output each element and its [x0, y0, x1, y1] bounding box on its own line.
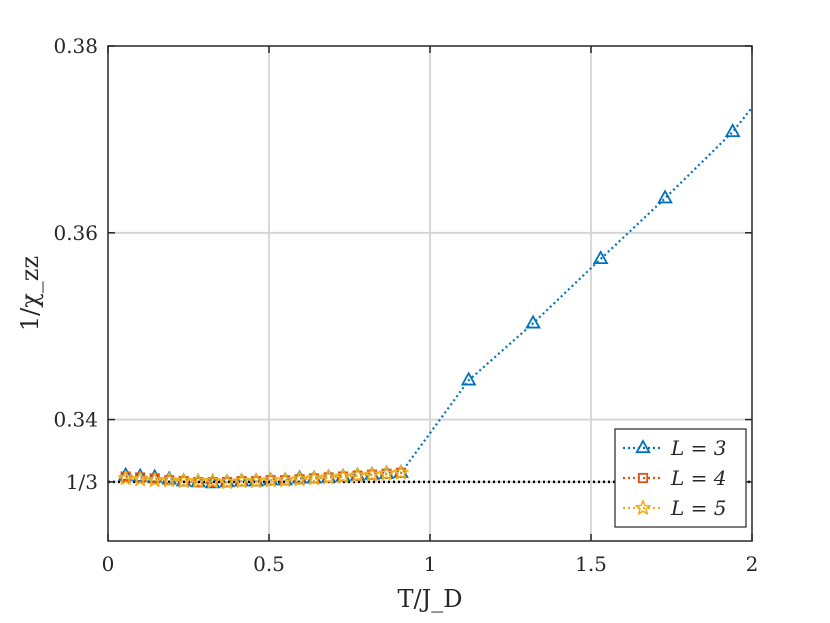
legend-label: L = 4: [670, 466, 726, 490]
data-point-star: [277, 472, 293, 488]
legend-label: L = 3: [670, 436, 726, 460]
data-point-star: [349, 467, 366, 483]
data-point-triangle: [132, 467, 149, 482]
data-point-star: [146, 472, 163, 488]
series-3: [117, 464, 409, 489]
data-point-star: [132, 471, 148, 487]
legend-item: L = 5: [623, 496, 726, 520]
legend-item: L = 4: [623, 466, 726, 490]
data-point-star: [248, 473, 264, 488]
data-point-star: [291, 471, 308, 487]
data-point-star: [219, 474, 235, 489]
legend: L = 3 L = 4 L = 5: [614, 428, 747, 528]
x-axis-label: T/J_D: [398, 585, 463, 613]
data-point-star: [190, 473, 206, 488]
series-layer: [117, 106, 753, 489]
data-point-star: [635, 499, 651, 515]
data-point-star: [117, 470, 134, 486]
data-point-star: [393, 464, 409, 480]
data-point-triangle: [117, 466, 134, 481]
data-point-star: [306, 470, 322, 486]
x-tick-label: 1: [424, 552, 437, 576]
y-tick-label: 0.36: [53, 221, 98, 245]
data-point-square: [637, 472, 649, 484]
series-line: [125, 106, 753, 485]
legend-label: L = 5: [670, 496, 726, 520]
data-point-triangle: [724, 123, 741, 138]
data-point-star: [204, 473, 221, 488]
tick-layer: 0 0.5 1 1.5 2 1/3 0.34 0.36 0.38: [53, 34, 758, 576]
axis-label-layer: T/J_D 1/χ_zz: [16, 256, 462, 613]
x-tick-label: 1.5: [575, 552, 607, 576]
data-point-triangle: [635, 439, 651, 454]
data-point-triangle: [657, 189, 673, 204]
y-tick-label: 0.38: [53, 34, 98, 58]
data-point-star: [335, 468, 351, 484]
legend-box: [614, 428, 747, 528]
y-tick-label: 0.34: [53, 408, 98, 432]
data-point-star: [320, 469, 337, 485]
data-point-triangle: [592, 250, 609, 265]
data-point-star: [262, 472, 279, 488]
legend-item: L = 3: [623, 436, 726, 460]
x-tick-label: 2: [746, 552, 759, 576]
series-line: [125, 471, 402, 484]
data-point-triangle: [146, 468, 163, 483]
y-axis-label: 1/χ_zz: [16, 256, 44, 331]
data-point-triangle: [460, 371, 477, 386]
y-tick-label: 1/3: [66, 470, 98, 494]
data-point-star: [378, 465, 395, 481]
data-point-star: [233, 473, 250, 488]
data-point-triangle: [525, 314, 541, 329]
data-point-star: [175, 473, 192, 488]
data-point-star: [161, 472, 177, 488]
x-tick-label: 0: [102, 552, 115, 576]
data-point-star: [364, 466, 380, 482]
x-tick-label: 0.5: [253, 552, 285, 576]
